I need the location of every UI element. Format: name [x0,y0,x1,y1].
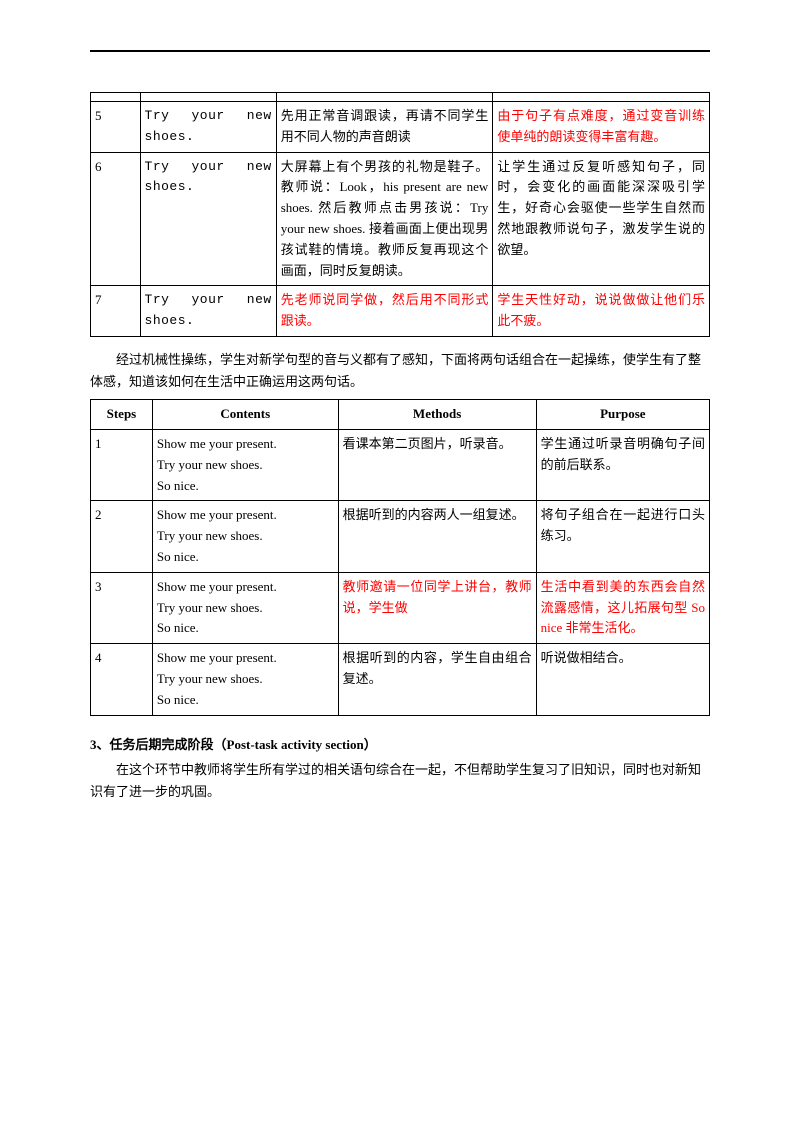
cell-step-num: 2 [91,501,153,572]
content-line: So nice. [157,547,334,568]
content-line: So nice. [157,476,334,497]
cell-content: Try your new shoes. [140,102,276,153]
page: 5Try your new shoes.先用正常音调跟读，再请不同学生用不同人物… [0,0,800,1132]
section-heading-3: 3、任务后期完成阶段（Post-task activity section） [90,734,710,753]
content-line: Show me your present. [157,648,334,669]
cell-purpose: 将句子组合在一起进行口头练习。 [536,501,709,572]
table-row: 3Show me your present.Try your new shoes… [91,572,710,643]
cell-method: 教师邀请一位同学上讲台，教师说，学生做 [338,572,536,643]
cell-purpose: 由于句子有点难度，通过变音训练使单纯的朗读变得丰富有趣。 [493,102,710,153]
cell-step-num: 4 [91,644,153,715]
cell-content: Show me your present.Try your new shoes.… [152,501,338,572]
cell-step-num: 7 [91,286,141,337]
col-header-steps: Steps [91,400,153,430]
content-line: Try your new shoes. [157,526,334,547]
cell-step-num: 6 [91,152,141,286]
cell-method: 根据听到的内容，学生自由组合复述。 [338,644,536,715]
cell-purpose: 学生通过听录音明确句子间的前后联系。 [536,429,709,500]
col-header-purpose: Purpose [536,400,709,430]
content-line: Try your new shoes. [157,598,334,619]
table-row: 1Show me your present.Try your new shoes… [91,429,710,500]
top-rule [90,50,710,52]
col-header-contents: Contents [152,400,338,430]
cell-step-num: 3 [91,572,153,643]
table-1: 5Try your new shoes.先用正常音调跟读，再请不同学生用不同人物… [90,92,710,337]
content-line: Show me your present. [157,434,334,455]
table-row: 2Show me your present.Try your new shoes… [91,501,710,572]
content-line: Try your new shoes. [157,455,334,476]
cell-content: Try your new shoes. [140,286,276,337]
col-header-methods: Methods [338,400,536,430]
table-2: Steps Contents Methods Purpose 1Show me … [90,399,710,715]
middle-paragraph: 经过机械性操练，学生对新学句型的音与义都有了感知，下面将两句话组合在一起操练，使… [90,349,710,393]
table-row: 6Try your new shoes.大屏幕上有个男孩的礼物是鞋子。教师说：L… [91,152,710,286]
cell-step-num: 5 [91,102,141,153]
cell-purpose: 让学生通过反复听感知句子，同时，会变化的画面能深深吸引学生，好奇心会驱使一些学生… [493,152,710,286]
cell-method: 看课本第二页图片，听录音。 [338,429,536,500]
cell-method: 先用正常音调跟读，再请不同学生用不同人物的声音朗读 [276,102,493,153]
cell-method: 根据听到的内容两人一组复述。 [338,501,536,572]
cell-purpose: 学生天性好动，说说做做让他们乐此不疲。 [493,286,710,337]
table-row: 5Try your new shoes.先用正常音调跟读，再请不同学生用不同人物… [91,102,710,153]
cell-blank [493,93,710,102]
cell-content: Show me your present.Try your new shoes.… [152,644,338,715]
table-row [91,93,710,102]
content-line: Show me your present. [157,505,334,526]
cell-step-num: 1 [91,429,153,500]
content-line: So nice. [157,690,334,711]
cell-blank [276,93,493,102]
cell-content: Show me your present.Try your new shoes.… [152,572,338,643]
cell-content: Show me your present.Try your new shoes.… [152,429,338,500]
table-row: 7Try your new shoes.先老师说同学做，然后用不同形式跟读。学生… [91,286,710,337]
tail-paragraph: 在这个环节中教师将学生所有学过的相关语句综合在一起，不但帮助学生复习了旧知识，同… [90,759,710,803]
table-header-row: Steps Contents Methods Purpose [91,400,710,430]
content-line: Show me your present. [157,577,334,598]
cell-method: 大屏幕上有个男孩的礼物是鞋子。教师说：Look，his present are … [276,152,493,286]
table-row: 4Show me your present.Try your new shoes… [91,644,710,715]
cell-method: 先老师说同学做，然后用不同形式跟读。 [276,286,493,337]
cell-content: Try your new shoes. [140,152,276,286]
cell-blank [140,93,276,102]
cell-purpose: 生活中看到美的东西会自然流露感情，这儿拓展句型 So nice 非常生活化。 [536,572,709,643]
cell-blank [91,93,141,102]
content-line: Try your new shoes. [157,669,334,690]
cell-purpose: 听说做相结合。 [536,644,709,715]
content-line: So nice. [157,618,334,639]
